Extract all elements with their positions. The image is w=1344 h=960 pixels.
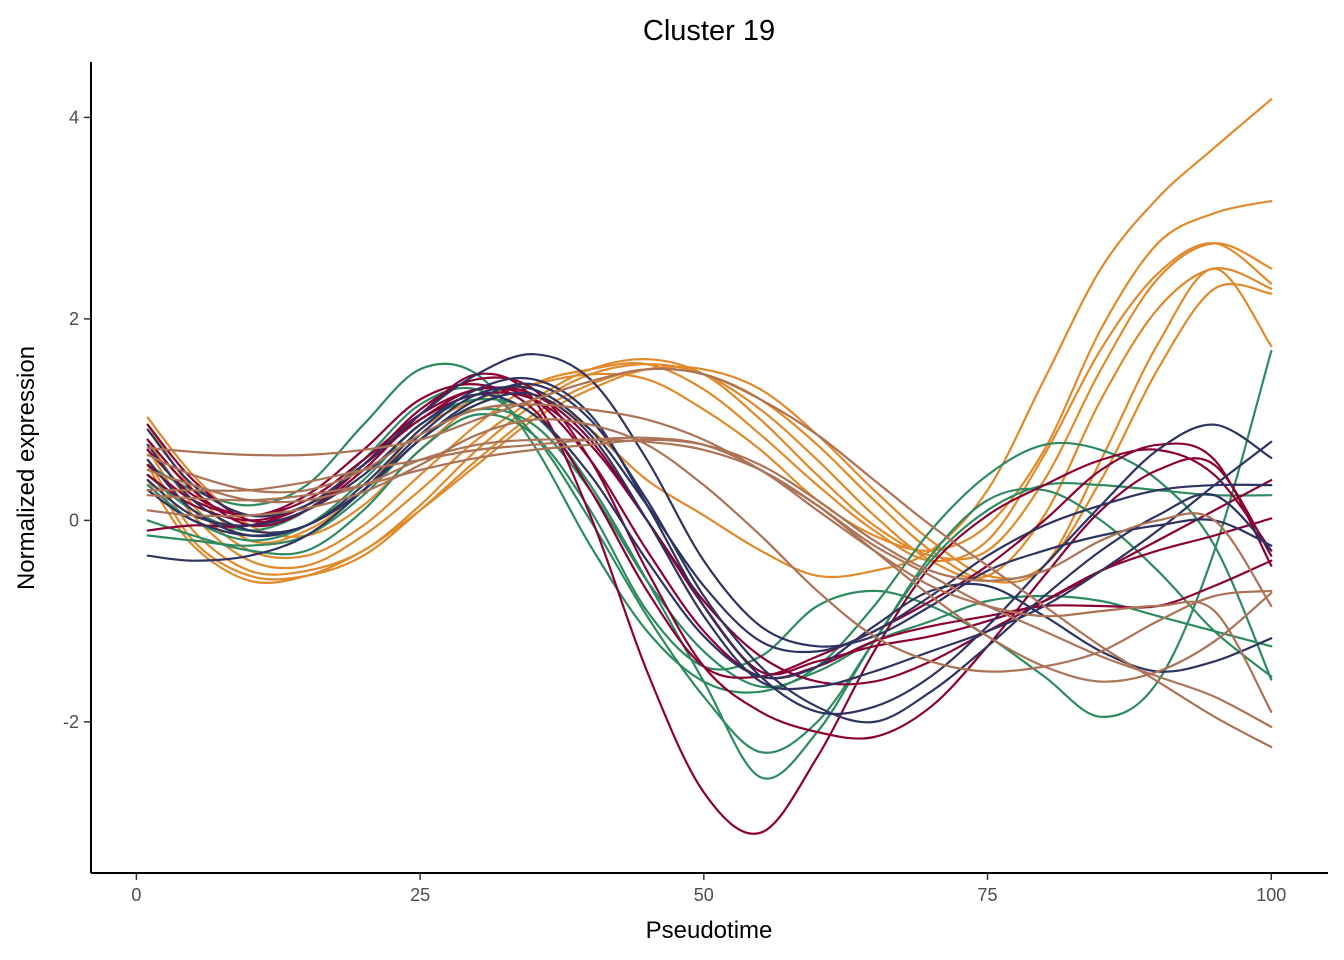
x-tick-label: 100 — [1256, 885, 1286, 905]
series-line-23 — [146, 385, 1273, 654]
series-line-20 — [146, 376, 1273, 716]
y-tick-label: 2 — [69, 309, 79, 329]
x-tick-label: 25 — [410, 885, 430, 905]
series-line-25 — [146, 367, 1273, 749]
x-tick-label: 75 — [978, 885, 998, 905]
series-line-22 — [146, 382, 1273, 724]
series-line-11 — [146, 350, 1273, 718]
series-line-27 — [146, 438, 1273, 683]
series-line-28 — [146, 436, 1273, 713]
y-axis-ticks: -2 0 2 4 — [63, 107, 91, 732]
x-tick-label: 50 — [694, 885, 714, 905]
series-layer — [146, 98, 1273, 835]
x-tick-label: 0 — [131, 885, 141, 905]
series-line-12 — [146, 407, 1273, 689]
series-line-13 — [146, 372, 1273, 835]
series-line-29 — [146, 438, 1273, 608]
y-tick-label: 0 — [69, 510, 79, 530]
series-line-3 — [146, 242, 1273, 563]
x-axis-ticks: 0 25 50 75 100 — [131, 873, 1286, 905]
series-line-7 — [146, 283, 1273, 584]
y-tick-label: 4 — [69, 107, 79, 127]
series-line-5 — [146, 267, 1273, 580]
series-line-19 — [146, 353, 1273, 648]
series-line-1 — [146, 98, 1273, 579]
y-axis-title: Normalized expression — [13, 346, 40, 590]
y-tick-label: -2 — [63, 712, 79, 732]
series-line-4 — [146, 242, 1273, 570]
chart-title: Cluster 19 — [643, 15, 775, 47]
series-line-15 — [146, 383, 1273, 679]
series-line-30 — [146, 418, 1273, 673]
series-line-26 — [146, 403, 1273, 728]
x-axis-title: Pseudotime — [646, 917, 773, 944]
series-line-2 — [146, 199, 1273, 552]
